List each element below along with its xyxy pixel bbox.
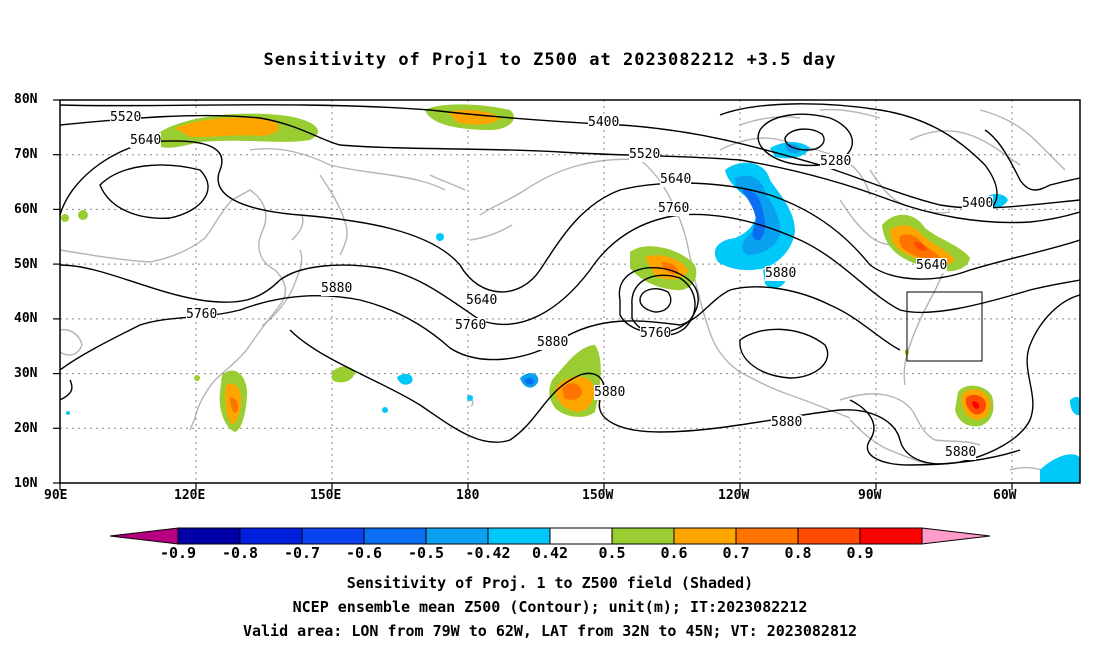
sensitivity-shading — [61, 104, 1080, 483]
contour-label: 5640 — [466, 293, 498, 308]
contour-label: 5640 — [660, 172, 692, 187]
footer-line-3: Valid area: LON from 79W to 62W, LAT fro… — [242, 622, 858, 640]
lat-label-40n: 40N — [14, 311, 38, 326]
z500-contours — [60, 103, 1080, 466]
lon-label-120e: 120E — [174, 488, 206, 503]
lat-label-80n: 80N — [14, 92, 38, 107]
lat-label-60n: 60N — [14, 202, 38, 217]
colorbar-tick-label: 0.5 — [598, 544, 626, 562]
contour-label: 5520 — [629, 147, 661, 162]
contour-label: 5880 — [321, 281, 353, 296]
contour-label: 5880 — [945, 445, 977, 460]
lat-label-10n: 10N — [14, 476, 38, 491]
contour-label: 5880 — [771, 415, 803, 430]
axis-ticks — [53, 99, 1013, 490]
contour-label: 5400 — [962, 196, 994, 211]
lon-label-60w: 60W — [993, 488, 1017, 503]
contour-label: 5760 — [640, 326, 672, 341]
lon-label-150w: 150W — [582, 488, 614, 503]
lon-label-90e: 90E — [44, 488, 68, 503]
contour-label: 5760 — [186, 307, 218, 322]
valid-area-box — [906, 291, 983, 362]
lat-label-30n: 30N — [14, 366, 38, 381]
contour-label: 5400 — [588, 115, 620, 130]
colorbar-tick-label: 0.42 — [531, 544, 569, 562]
contour-label: 5520 — [110, 110, 142, 125]
contour-label: 5760 — [455, 318, 487, 333]
footer-line-2: NCEP ensemble mean Z500 (Contour); unit(… — [292, 598, 808, 616]
contour-label: 5880 — [537, 335, 569, 350]
colorbar-tick-label: 0.7 — [722, 544, 750, 562]
colorbar-tick-label: -0.8 — [221, 544, 259, 562]
contour-label: 5640 — [916, 258, 948, 273]
colorbar-tick-label: 0.8 — [784, 544, 812, 562]
colorbar-tick-label: -0.7 — [283, 544, 321, 562]
colorbar-tick-label: 0.6 — [660, 544, 688, 562]
contour-label: 5760 — [658, 201, 690, 216]
colorbar-tick-label: -0.42 — [465, 544, 511, 562]
lon-label-120w: 120W — [718, 488, 750, 503]
lon-label-150e: 150E — [310, 488, 342, 503]
map-frame — [59, 99, 1081, 484]
lat-label-20n: 20N — [14, 421, 38, 436]
contour-label: 5880 — [594, 385, 626, 400]
contour-label: 5280 — [820, 154, 852, 169]
footer-line-1: Sensitivity of Proj. 1 to Z500 field (Sh… — [346, 574, 754, 592]
contour-label: 5880 — [765, 266, 797, 281]
colorbar-tick-label: 0.9 — [846, 544, 874, 562]
lat-label-50n: 50N — [14, 257, 38, 272]
colorbar-tick-label: -0.9 — [159, 544, 197, 562]
colorbar-tick-label: -0.6 — [345, 544, 383, 562]
colorbar-tick-label: -0.5 — [407, 544, 445, 562]
lon-label-90w: 90W — [858, 488, 882, 503]
lat-label-70n: 70N — [14, 147, 38, 162]
lon-label-180: 180 — [456, 488, 480, 503]
contour-label: 5640 — [130, 133, 162, 148]
plot-title: Sensitivity of Proj1 to Z500 at 20230822… — [263, 50, 837, 70]
